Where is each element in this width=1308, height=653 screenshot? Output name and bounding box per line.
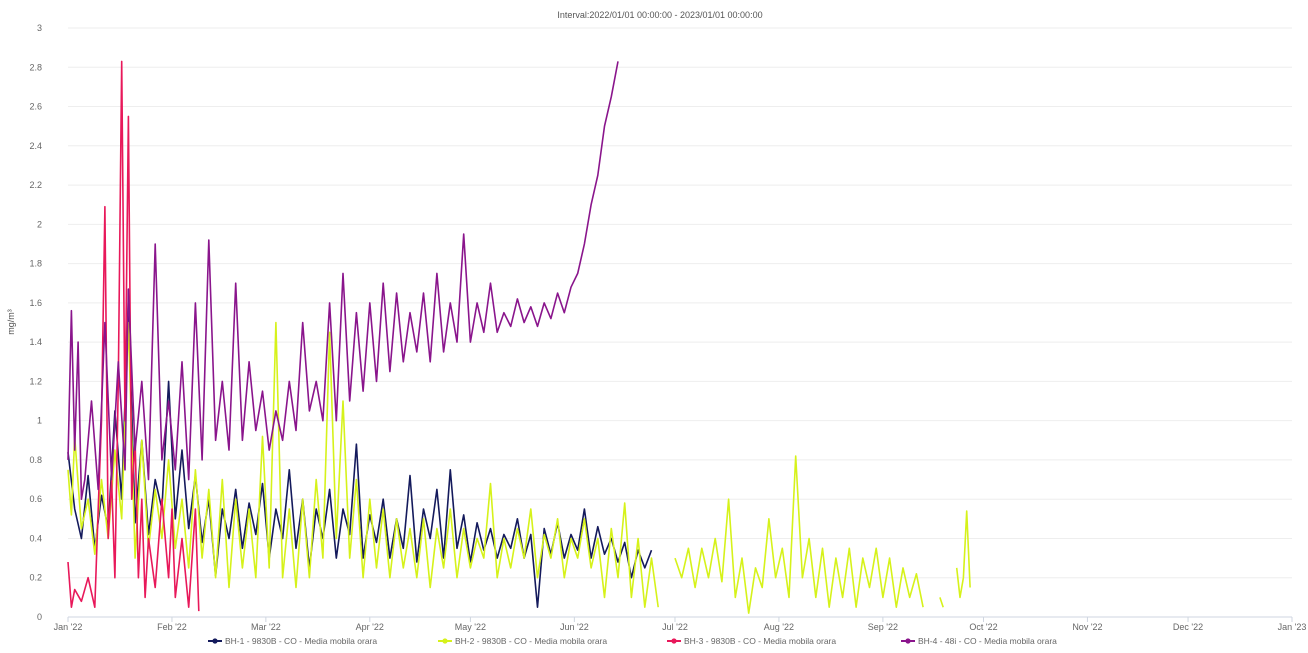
x-tick-label: Aug '22	[764, 622, 794, 632]
legend-swatch-marker	[212, 638, 218, 644]
series-line-bh-4	[67, 61, 619, 500]
legend-swatch-marker	[671, 638, 677, 644]
x-tick-label: Sep '22	[868, 622, 898, 632]
chart-title: Interval:2022/01/01 00:00:00 - 2023/01/0…	[557, 10, 762, 20]
x-tick-label: Jun '22	[560, 622, 589, 632]
y-tick-label: 0	[37, 612, 42, 622]
y-tick-label: 1.2	[29, 376, 42, 386]
x-tick-label: Feb '22	[157, 622, 187, 632]
y-tick-label: 0.6	[29, 494, 42, 504]
y-axis-label: mg/m³	[6, 309, 16, 335]
legend-item-label[interactable]: BH-3 - 9830B - CO - Media mobila orara	[684, 636, 836, 646]
x-tick-label: Jan '22	[54, 622, 83, 632]
x-tick-label: Jan '23	[1278, 622, 1307, 632]
series-line-bh-2	[67, 321, 971, 614]
y-axis-ticks: 0 0.2 0.4 0.6 0.8 1 1.2 1.4 1.6 1.8 2 2.2 2.4 2.6 2.8 3	[29, 23, 42, 622]
y-tick-label: 2.2	[29, 180, 42, 190]
x-tick-label: Apr '22	[356, 622, 384, 632]
y-tick-label: 2.4	[29, 141, 42, 151]
x-tick-label: Nov '22	[1072, 622, 1102, 632]
y-tick-label: 2.6	[29, 102, 42, 112]
series-line-bh-3	[67, 60, 200, 612]
y-tick-label: 1	[37, 416, 42, 426]
x-tick-label: Mar '22	[251, 622, 281, 632]
legend-swatch-marker	[442, 638, 448, 644]
legend-item-label[interactable]: BH-4 - 48i - CO - Media mobila orara	[918, 636, 1057, 646]
y-tick-label: 0.2	[29, 573, 42, 583]
y-tick-label: 0.8	[29, 455, 42, 465]
legend-swatch-marker	[905, 638, 911, 644]
x-axis-ticks: Jan '22 Feb '22 Mar '22 Apr '22 May '22 Jun '…	[54, 617, 1307, 632]
y-tick-label: 1.4	[29, 337, 42, 347]
x-tick-label: Oct '22	[969, 622, 997, 632]
series-layer	[67, 60, 971, 614]
grid-layer	[68, 27, 1292, 618]
y-tick-label: 0.4	[29, 533, 42, 543]
x-tick-label: May '22	[455, 622, 486, 632]
y-tick-label: 3	[37, 23, 42, 33]
y-tick-label: 2	[37, 219, 42, 229]
legend-item-label[interactable]: BH-2 - 9830B - CO - Media mobila orara	[455, 636, 607, 646]
legend-item-label[interactable]: BH-1 - 9830B - CO - Media mobila orara	[225, 636, 377, 646]
legend: BH-1 - 9830B - CO - Media mobila orara BH…	[208, 636, 1057, 646]
y-tick-label: 1.6	[29, 298, 42, 308]
x-tick-label: Jul '22	[662, 622, 688, 632]
x-tick-label: Dec '22	[1173, 622, 1203, 632]
y-tick-label: 1.8	[29, 259, 42, 269]
y-tick-label: 2.8	[29, 62, 42, 72]
